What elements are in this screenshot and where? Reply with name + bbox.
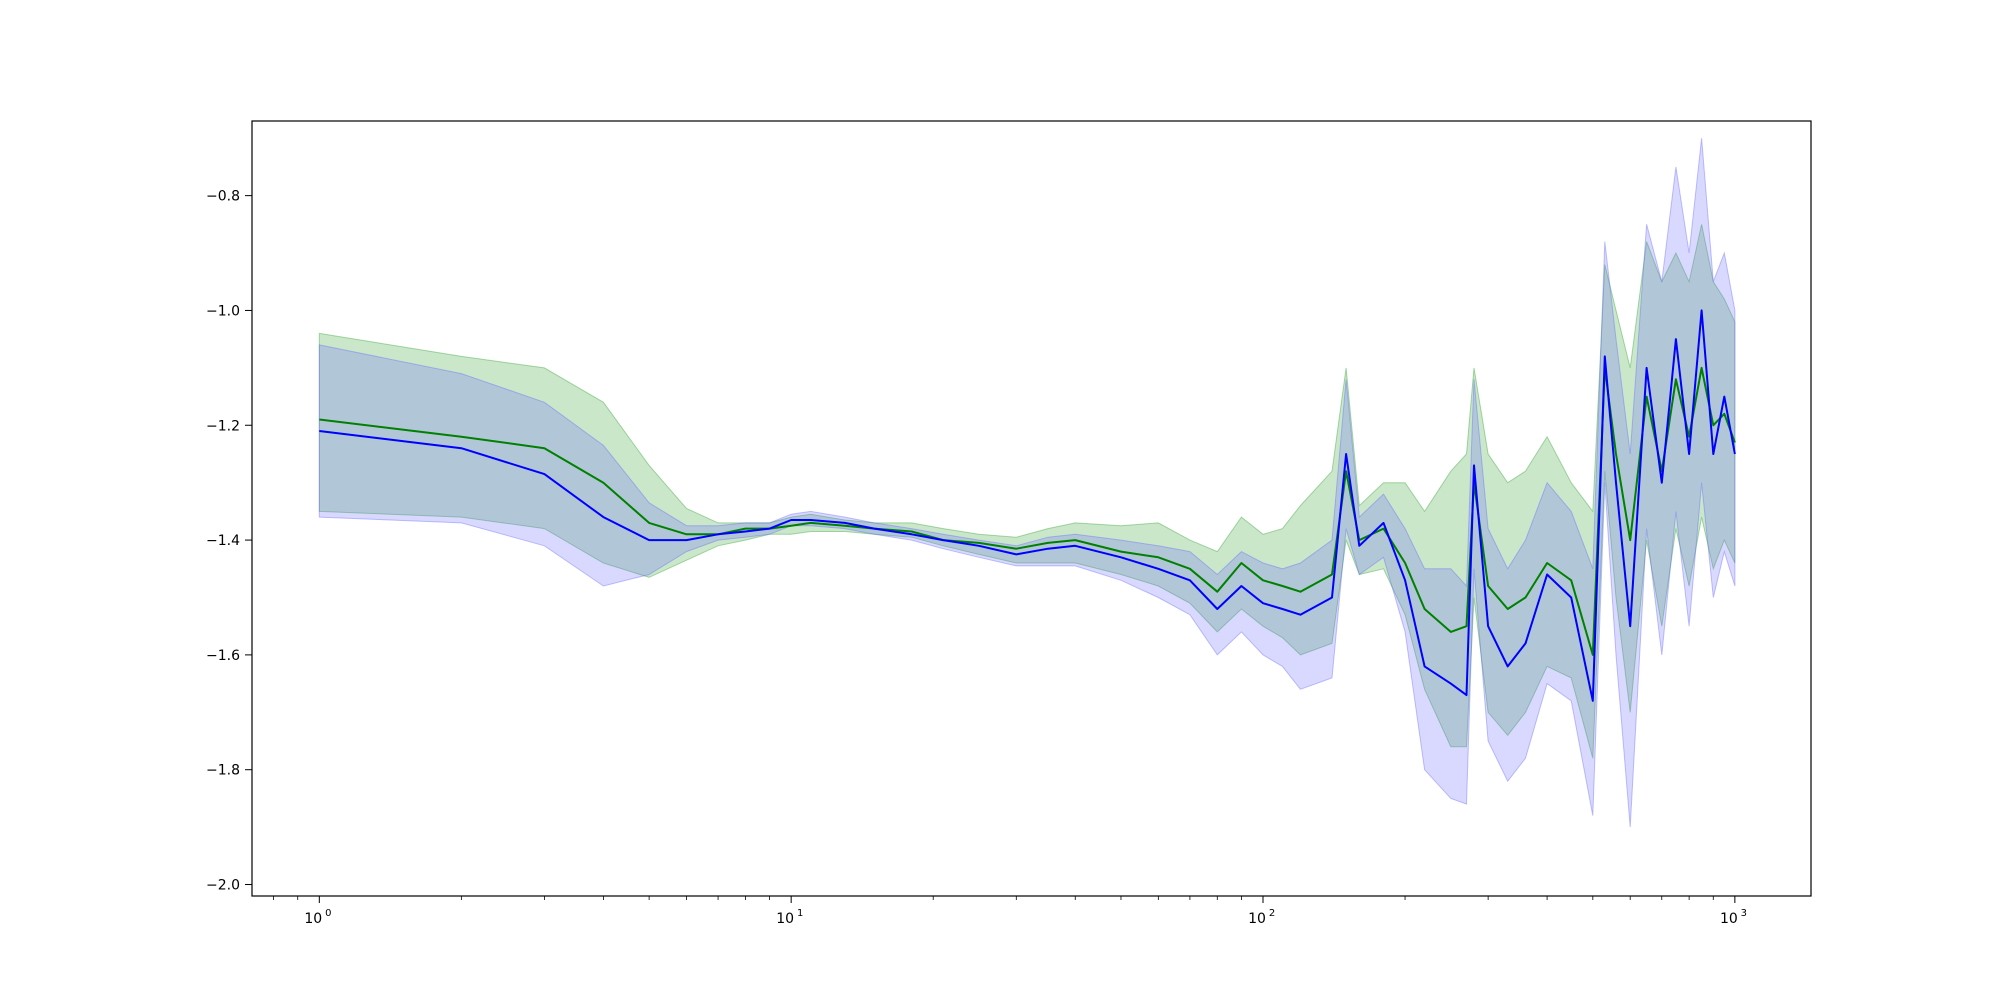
series-0-line bbox=[319, 366, 1736, 656]
x-tick-label: 10 bbox=[776, 911, 794, 927]
x-tick-label: 10 bbox=[1720, 911, 1738, 927]
plot-frame bbox=[251, 120, 1812, 897]
y-tick-label: −1.8 bbox=[206, 763, 240, 779]
y-tick-label: −1.2 bbox=[206, 418, 240, 434]
y-tick-label: −0.8 bbox=[206, 189, 240, 205]
x-tick-label: 10 bbox=[1248, 911, 1266, 927]
series-1-line bbox=[319, 309, 1736, 702]
series-0-band bbox=[318, 224, 1736, 759]
x-tick-label: 10 bbox=[304, 911, 322, 927]
x-tick-exponent: 1 bbox=[797, 908, 803, 919]
y-axis: −0.8 −1.0 −1.2 −1.4 −1.6 −1.8 −2.0 bbox=[206, 189, 252, 894]
y-tick-label: −1.0 bbox=[206, 303, 240, 319]
x-axis: 10 0 10 1 10 2 10 3 bbox=[273, 896, 1747, 927]
y-tick-label: −1.6 bbox=[206, 648, 240, 664]
series-lines bbox=[319, 309, 1736, 702]
x-tick-exponent: 3 bbox=[1741, 908, 1747, 919]
y-tick-label: −1.4 bbox=[206, 533, 240, 549]
x-tick-exponent: 2 bbox=[1269, 908, 1275, 919]
y-tick-label: −2.0 bbox=[206, 878, 240, 894]
x-tick-exponent: 0 bbox=[325, 908, 331, 919]
